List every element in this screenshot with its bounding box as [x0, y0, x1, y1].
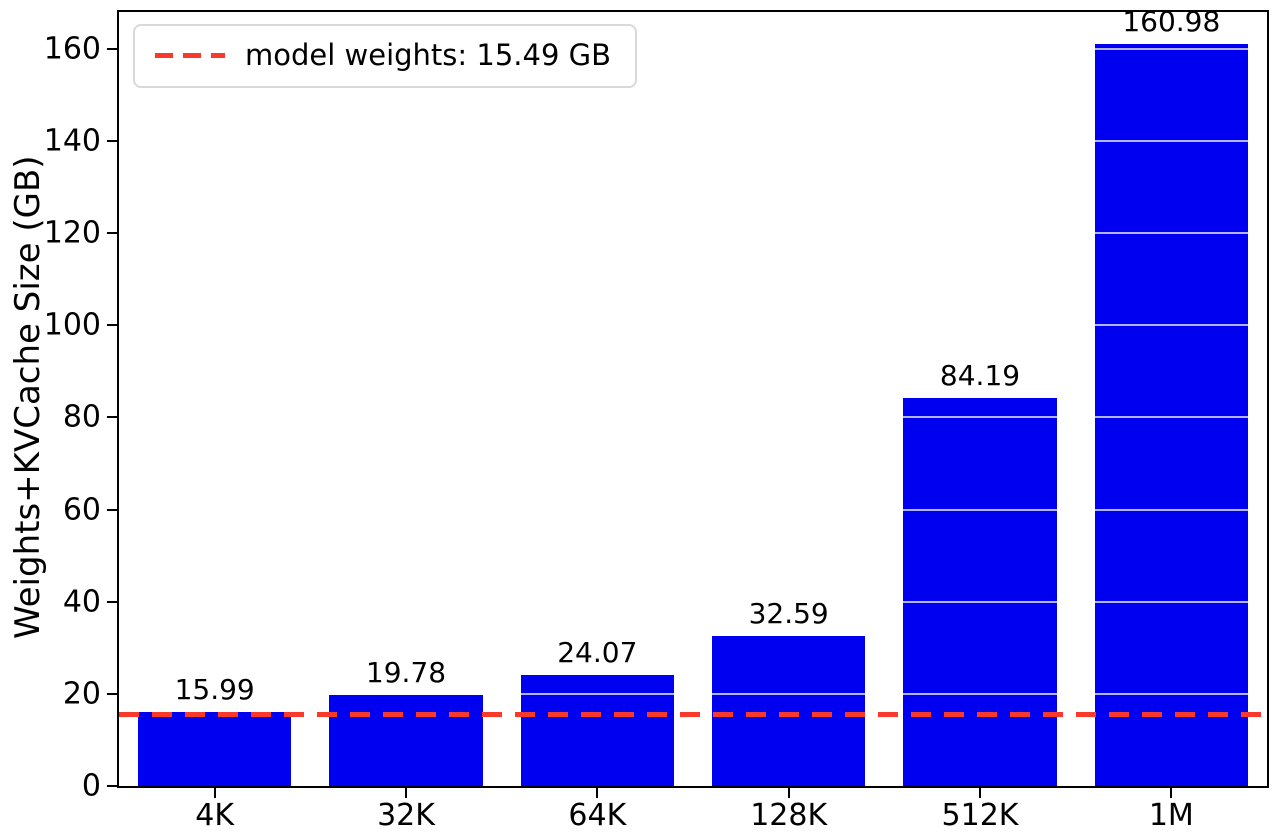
bar-value-label: 19.78: [365, 655, 447, 689]
y-tick-mark: [107, 232, 117, 235]
y-tick-label: 20: [62, 676, 101, 712]
y-tick-label: 100: [43, 307, 101, 343]
y-tick-mark: [107, 140, 117, 142]
x-tick-label: 4K: [195, 798, 235, 833]
gridline-y: [119, 416, 1267, 419]
bar: [1094, 44, 1248, 786]
x-tick-mark: [405, 788, 407, 798]
x-tick-label: 128K: [750, 798, 828, 833]
bar-value-label: 32.59: [748, 596, 829, 630]
y-tick-label: 0: [81, 768, 101, 804]
bar: [329, 694, 483, 786]
y-tick-label: 140: [43, 123, 101, 159]
gridline-y: [119, 692, 1267, 695]
x-tick-label: 64K: [568, 798, 627, 833]
gridline-y: [119, 508, 1267, 511]
x-tick-label: 32K: [377, 798, 435, 833]
y-tick-mark: [107, 416, 117, 419]
x-tick-mark: [596, 788, 599, 798]
x-tick-label: 1M: [1148, 798, 1194, 833]
bar: [520, 675, 674, 786]
legend-label: model weights: 15.49 GB: [245, 38, 611, 72]
dashed-line-legend-sample: [155, 52, 225, 58]
gridline-y: [119, 600, 1267, 603]
y-tick-label: 60: [62, 492, 101, 528]
x-tick-label: 512K: [941, 798, 1019, 833]
y-tick-label: 160: [43, 31, 101, 67]
gridline-y: [119, 324, 1267, 327]
y-tick-mark: [107, 692, 117, 695]
bar-value-label: 160.98: [1122, 5, 1221, 39]
y-tick-mark: [107, 600, 117, 603]
threshold-line: [119, 711, 1267, 717]
y-tick-mark: [107, 508, 117, 511]
plot-area: model weights: 15.49 GB 15.99 19.78 24.07 3…: [117, 5, 1269, 788]
bar-value-label: 24.07: [557, 636, 638, 670]
bar-value-label: 84.19: [939, 359, 1021, 393]
gridline-y: [119, 47, 1267, 50]
x-tick-mark: [979, 788, 981, 798]
gridline-y: [119, 232, 1267, 235]
y-tick-mark: [107, 47, 117, 50]
y-tick-label: 120: [43, 215, 101, 251]
bar: [712, 635, 866, 786]
y-tick-mark: [107, 324, 117, 327]
x-tick-mark: [787, 788, 790, 798]
legend: model weights: 15.49 GB: [133, 24, 637, 88]
y-tick-label: 40: [62, 584, 101, 620]
bar: [903, 398, 1057, 786]
y-tick-label: 80: [62, 399, 101, 435]
bar-value-label: 15.99: [174, 673, 255, 707]
bar: [138, 712, 292, 786]
x-tick-mark: [1170, 788, 1173, 798]
y-tick-mark: [107, 785, 117, 787]
gridline-y: [119, 140, 1267, 142]
x-tick-mark: [213, 788, 216, 798]
